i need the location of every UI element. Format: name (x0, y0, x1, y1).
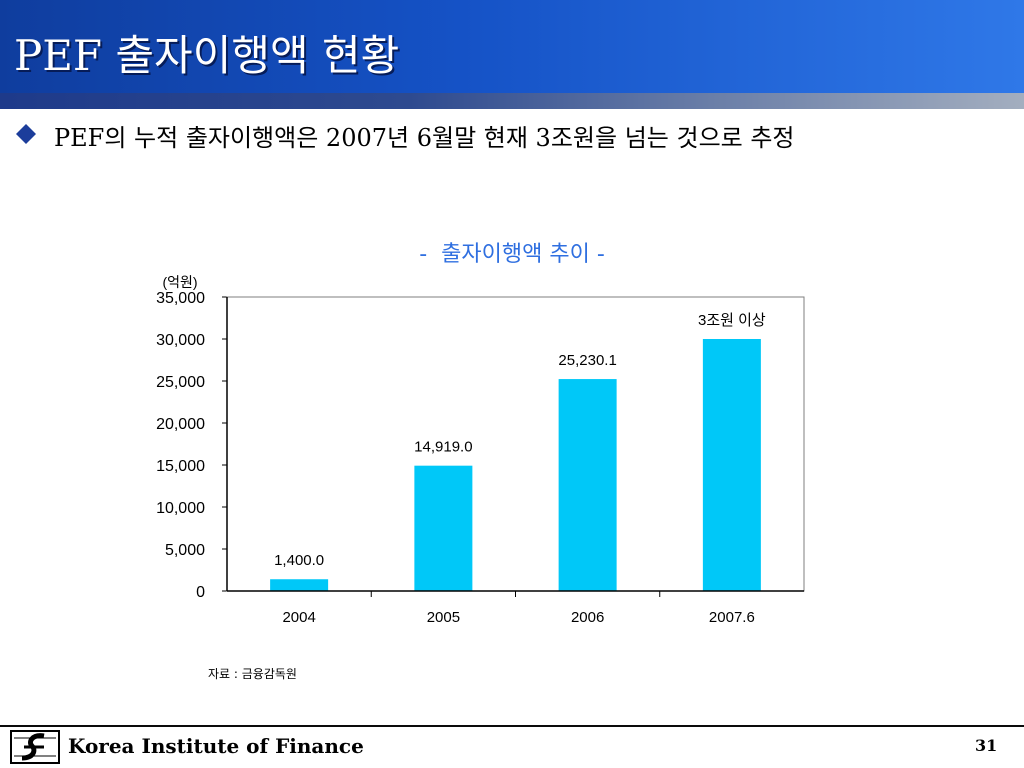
y-tick-label: 5,000 (165, 542, 205, 559)
data-label: 25,230.1 (558, 352, 616, 369)
data-label: 3조원 이상 (698, 312, 766, 329)
x-tick-label: 2004 (282, 609, 315, 626)
y-tick-label: 25,000 (156, 374, 205, 391)
y-tick-label: 30,000 (156, 332, 205, 349)
y-tick-label: 0 (196, 584, 205, 601)
source-note: 자료 : 금융감독원 (208, 667, 297, 681)
y-tick-label: 20,000 (156, 416, 205, 433)
kif-logo-icon (10, 730, 60, 764)
header-stripe (0, 93, 1024, 109)
footer-org-name: Korea Institute of Finance (68, 734, 364, 758)
bar-2004 (270, 579, 329, 591)
data-label: 1,400.0 (274, 552, 324, 569)
bar-2007-6 (702, 339, 761, 591)
y-unit-label: (억원) (162, 274, 197, 290)
chart-title: - 출자이행액 추이 - (419, 242, 605, 267)
header-banner: PEF 출자이행액 현황 (0, 0, 1024, 93)
summary-text: PEF의 누적 출자이행액은 2007년 6월말 현재 3조원을 넘는 것으로 … (54, 124, 795, 152)
y-tick-label: 15,000 (156, 458, 205, 475)
x-tick-label: 2007.6 (709, 609, 755, 626)
y-tick-label: 35,000 (156, 290, 205, 307)
y-tick-label: 10,000 (156, 500, 205, 517)
footer-divider (0, 725, 1024, 727)
x-tick-label: 2006 (571, 609, 604, 626)
diamond-bullet-icon (16, 124, 36, 144)
data-label: 14,919.0 (414, 439, 472, 456)
page-title: PEF 출자이행액 현황 (14, 31, 400, 80)
x-tick-label: 2005 (427, 609, 460, 626)
bar-2006 (558, 379, 617, 591)
page-number: 31 (975, 736, 998, 755)
bar-2005 (414, 465, 473, 591)
